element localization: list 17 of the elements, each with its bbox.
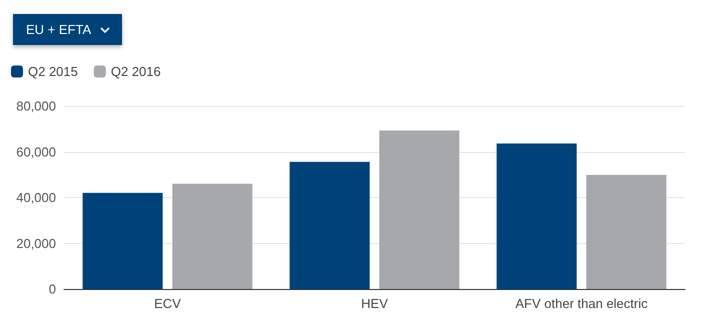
bar — [290, 162, 370, 289]
bar — [172, 184, 252, 289]
legend-label: Q2 2015 — [28, 64, 78, 79]
legend-label: Q2 2016 — [110, 64, 161, 79]
bar — [496, 144, 577, 289]
y-tick-label: 40,000 — [16, 190, 56, 205]
bar — [586, 174, 666, 289]
x-tick-label: ECV — [154, 296, 182, 311]
x-tick-label: HEV — [361, 296, 388, 311]
y-tick-label: 80,000 — [16, 98, 56, 114]
y-tick-label: 20,000 — [16, 236, 56, 251]
x-tick-label: AFV other than electric — [515, 296, 648, 311]
bar — [82, 192, 163, 289]
text: EU + EFTA — [26, 22, 92, 37]
y-tick-label: 60,000 — [16, 144, 56, 160]
y-tick-label: 0 — [48, 282, 56, 296]
bar — [379, 130, 460, 289]
